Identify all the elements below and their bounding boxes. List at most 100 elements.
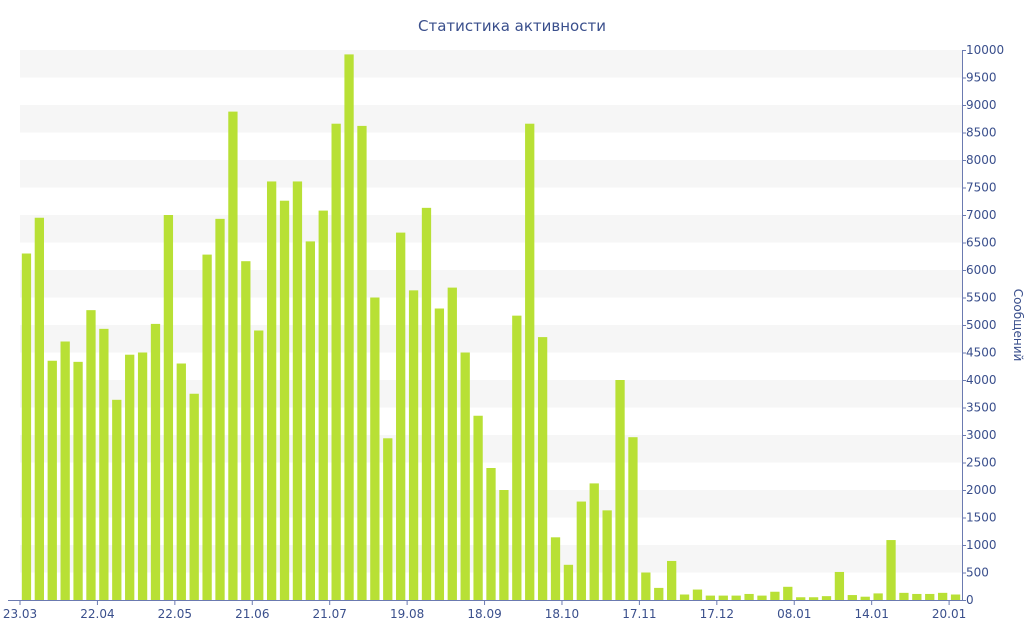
bar bbox=[279, 200, 290, 600]
bar bbox=[937, 592, 948, 600]
bar bbox=[125, 354, 135, 600]
bar bbox=[396, 232, 406, 600]
bar bbox=[576, 501, 586, 600]
x-tick-label: 08.01 bbox=[777, 607, 811, 621]
x-tick-label: 22.05 bbox=[158, 607, 192, 621]
y-tick-label: 3000 bbox=[966, 428, 997, 442]
x-tick-label: 18.09 bbox=[467, 607, 501, 621]
bar bbox=[473, 415, 483, 600]
chart-title: Статистика активности bbox=[418, 17, 606, 35]
bar bbox=[499, 490, 509, 600]
bar bbox=[383, 438, 393, 600]
bar bbox=[86, 310, 96, 600]
bar bbox=[950, 594, 961, 600]
bar bbox=[99, 328, 109, 600]
bar bbox=[408, 290, 419, 600]
bar bbox=[305, 241, 315, 600]
y-tick-label: 1000 bbox=[966, 538, 997, 552]
bar bbox=[537, 337, 548, 600]
bar bbox=[834, 571, 845, 600]
bar bbox=[847, 595, 857, 600]
bar bbox=[215, 218, 225, 600]
x-axis-ticks: 23.03 22.04 22.05 21.06 21.07 19.08 18.09 18.10… bbox=[3, 600, 966, 621]
bar-series bbox=[21, 54, 961, 601]
bar bbox=[34, 217, 45, 600]
y-tick-label: 8500 bbox=[966, 126, 997, 140]
bar bbox=[266, 181, 277, 600]
grid-band bbox=[20, 435, 962, 463]
bar bbox=[241, 261, 251, 600]
y-tick-label: 2000 bbox=[966, 483, 997, 497]
bar bbox=[370, 297, 380, 600]
bar bbox=[60, 341, 70, 600]
bar bbox=[925, 593, 935, 600]
x-tick-label: 18.10 bbox=[545, 607, 579, 621]
x-tick-label: 21.06 bbox=[235, 607, 269, 621]
bar bbox=[228, 111, 238, 600]
bar bbox=[434, 308, 445, 600]
grid-band bbox=[20, 325, 962, 353]
bar bbox=[486, 468, 496, 600]
y-tick-label: 6500 bbox=[966, 236, 997, 250]
bar bbox=[318, 210, 328, 600]
bar bbox=[137, 352, 148, 600]
bar bbox=[783, 586, 793, 600]
y-tick-label: 1500 bbox=[966, 511, 997, 525]
bar bbox=[112, 399, 122, 600]
y-tick-label: 5000 bbox=[966, 318, 997, 332]
bar bbox=[796, 597, 806, 600]
bar bbox=[47, 360, 57, 600]
y-tick-label: 500 bbox=[966, 566, 989, 580]
x-tick-label: 23.03 bbox=[3, 607, 37, 621]
y-tick-label: 3500 bbox=[966, 401, 997, 415]
grid-band bbox=[20, 50, 962, 78]
bar bbox=[654, 587, 664, 600]
grid-bands bbox=[20, 50, 962, 573]
bar bbox=[912, 593, 922, 600]
y-tick-label: 8000 bbox=[966, 153, 997, 167]
bar bbox=[202, 254, 212, 600]
bar bbox=[589, 483, 599, 600]
bar bbox=[357, 125, 367, 601]
bar bbox=[744, 593, 754, 600]
y-tick-label: 7500 bbox=[966, 181, 997, 195]
bar bbox=[21, 253, 32, 600]
x-tick-label: 21.07 bbox=[313, 607, 347, 621]
grid-band bbox=[20, 160, 962, 188]
bar bbox=[176, 363, 186, 600]
y-tick-label: 6000 bbox=[966, 263, 997, 277]
bar bbox=[886, 540, 896, 600]
bar bbox=[615, 380, 625, 600]
bar bbox=[718, 595, 728, 600]
bar bbox=[460, 352, 470, 600]
bar bbox=[331, 123, 341, 600]
bar bbox=[860, 596, 870, 600]
grid-band bbox=[20, 380, 962, 408]
bar bbox=[563, 564, 574, 600]
x-tick-label: 17.11 bbox=[622, 607, 656, 621]
bar bbox=[667, 560, 677, 600]
bar bbox=[602, 510, 612, 600]
bar bbox=[679, 594, 690, 600]
bar bbox=[292, 181, 303, 600]
y-tick-label: 5500 bbox=[966, 291, 997, 305]
grid-band bbox=[20, 215, 962, 243]
bar bbox=[757, 595, 767, 600]
bar bbox=[447, 287, 457, 600]
bar bbox=[641, 572, 651, 600]
bar bbox=[899, 592, 909, 600]
x-tick-label: 22.04 bbox=[80, 607, 114, 621]
bar bbox=[873, 593, 883, 600]
bar bbox=[821, 596, 832, 600]
bar bbox=[163, 215, 174, 600]
grid-band bbox=[20, 105, 962, 133]
bar bbox=[770, 591, 780, 600]
y-tick-label: 4000 bbox=[966, 373, 997, 387]
bar bbox=[512, 315, 522, 600]
grid-band bbox=[20, 270, 962, 298]
bar bbox=[705, 595, 716, 600]
x-tick-label: 20.01 bbox=[932, 607, 966, 621]
x-tick-label: 14.01 bbox=[854, 607, 888, 621]
